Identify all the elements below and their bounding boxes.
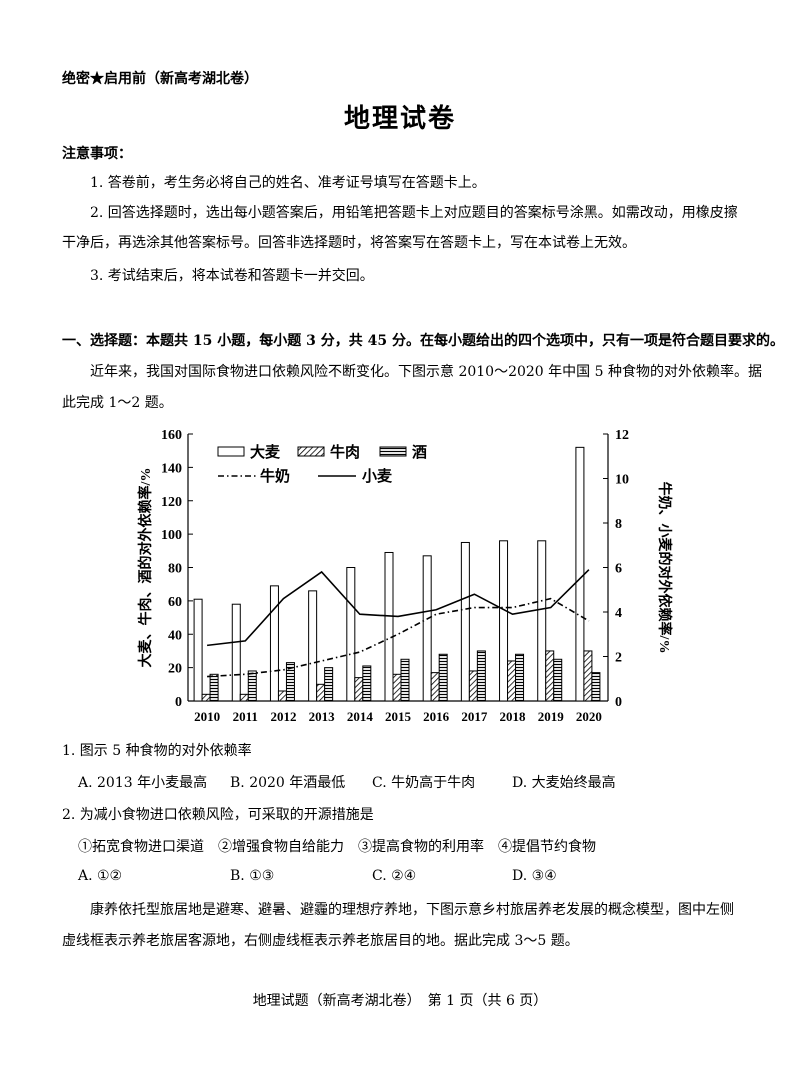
bar-beef (583, 650, 593, 702)
bar-barley (384, 551, 394, 702)
right-tick-label: 10 (615, 473, 629, 488)
bar-beef (507, 660, 517, 702)
q1-option-d: D. 大麦始终最高 (512, 775, 616, 791)
right-tick-label: 2 (615, 651, 622, 666)
question-2-stem: 2. 为减小食物进口依赖风险，可采取的开源措施是 (62, 807, 374, 823)
legend-label: 牛奶 (260, 467, 290, 485)
legend-swatch (217, 446, 245, 457)
left-tick-label: 100 (161, 528, 182, 543)
x-tick-label: 2020 (576, 709, 602, 724)
left-tick-label: 80 (168, 562, 182, 577)
section-heading: 一、选择题：本题共 15 小题，每小题 3 分，共 45 分。在每小题给出的四个… (62, 333, 784, 349)
bar-beef (316, 683, 326, 702)
notice-item-1: 1. 答卷前，考生务必将自己的姓名、准考证号填写在答题卡上。 (90, 175, 486, 191)
bar-wine (438, 653, 448, 702)
bar-beef (545, 650, 555, 702)
left-tick-label: 140 (161, 461, 182, 476)
x-tick-label: 2013 (309, 709, 336, 724)
q1-option-a: A. 2013 年小麦最高 (78, 775, 208, 791)
bar-wine (400, 658, 410, 702)
bar-barley (308, 590, 318, 702)
bar-beef (239, 693, 249, 702)
bar-beef (354, 677, 364, 702)
dependency-chart: 0 20 40 60 80 100 120 140 160 0 2 4 6 8 10 12 2010 2011 20… (137, 428, 673, 724)
right-tick-label: 8 (615, 517, 622, 532)
bar-beef (392, 673, 402, 702)
bar-wine (209, 673, 219, 702)
bar-barley (269, 585, 279, 702)
x-tick-label: 2016 (423, 709, 450, 724)
q2-measures: ①拓宽食物进口渠道 ②增强食物自给能力 ③提高食物的利用率 ④提倡节约食物 (78, 839, 596, 855)
x-tick-label: 2014 (347, 709, 374, 724)
notice-item-3: 3. 考试结束后，将本试卷和答题卡一并交回。 (90, 268, 374, 284)
x-tick-label: 2011 (233, 709, 258, 724)
right-axis-title: 牛奶、小麦的对外依赖率/% (656, 482, 673, 654)
bar-wine (591, 672, 601, 702)
left-tick-label: 160 (161, 428, 182, 443)
x-tick-label: 2010 (194, 709, 220, 724)
x-tick-label: 2015 (385, 709, 412, 724)
legend-swatch (297, 446, 325, 457)
x-tick-label: 2017 (461, 709, 488, 724)
page-title: 地理试卷 (343, 104, 456, 134)
confidential-header: 绝密★启用前（新高考湖北卷） (62, 71, 258, 87)
q1-option-c: C. 牛奶高于牛肉 (372, 775, 476, 791)
passage-text: 康养依托型旅居地是避寒、避暑、避霾的理想疗养地，下图示意乡村旅居养老发展的概念模… (90, 902, 734, 918)
x-tick-label: 2018 (500, 709, 526, 724)
right-tick-label: 12 (615, 428, 629, 443)
bar-wine (553, 658, 563, 702)
bar-beef (201, 693, 211, 702)
left-axis-title: 大麦、牛肉、酒的对外依赖率/% (137, 468, 154, 668)
legend-label: 酒 (412, 444, 427, 461)
bar-beef (468, 670, 478, 702)
q1-option-b: B. 2020 年酒最低 (230, 775, 346, 791)
bar-barley (575, 446, 585, 702)
bar-barley (346, 567, 356, 702)
bar-barley (499, 540, 509, 702)
left-tick-label: 40 (168, 628, 182, 643)
intro-text: 近年来，我国对国际食物进口依赖风险不断变化。下图示意 2010～2020 年中国… (90, 364, 762, 380)
left-tick-label: 120 (161, 495, 182, 510)
notice-item-2-cont: 干净后，再选涂其他答案标号。回答非选择题时，将答案写在答题卡上，写在本试卷上无效… (62, 235, 636, 251)
bar-barley (537, 540, 547, 702)
question-1-stem: 1. 图示 5 种食物的对外依赖率 (62, 743, 252, 759)
x-tick-label: 2019 (538, 709, 565, 724)
bar-wine (362, 665, 372, 702)
legend-label: 小麦 (362, 467, 393, 485)
x-tick-label: 2012 (270, 709, 296, 724)
bar-barley (460, 541, 470, 702)
q2-option-c: C. ②④ (372, 868, 417, 884)
left-tick-label: 0 (175, 695, 182, 710)
bar-barley (193, 598, 203, 702)
bar-beef (430, 672, 440, 702)
bar-wine (324, 667, 334, 702)
q2-option-a: A. ①② (78, 868, 123, 884)
bar-wine (515, 653, 525, 702)
notice-item-2: 2. 回答选择题时，选出每小题答案后，用铅笔把答题卡上对应题目的答案标号涂黑。如… (90, 205, 738, 221)
left-tick-label: 20 (168, 662, 182, 677)
intro-text-cont: 此完成 1～2 题。 (62, 395, 173, 411)
right-tick-label: 4 (615, 606, 622, 621)
page-footer: 地理试题（新高考湖北卷） 第 1 页（共 6 页） (252, 993, 548, 1009)
legend-swatch (379, 446, 407, 457)
bar-wine (247, 670, 257, 702)
q2-option-d: D. ③④ (512, 868, 557, 884)
bar-barley (422, 555, 432, 702)
legend-label: 牛肉 (330, 443, 360, 461)
notice-heading: 注意事项： (62, 146, 132, 162)
bar-beef (277, 690, 287, 702)
passage-text-cont: 虚线框表示养老旅居客源地，右侧虚线框表示养老旅居目的地。据此完成 3～5 题。 (62, 933, 579, 949)
bar-wine (285, 662, 295, 702)
legend-label: 大麦 (250, 443, 281, 461)
right-tick-label: 6 (615, 562, 622, 577)
left-tick-label: 60 (168, 595, 182, 610)
milk-line (207, 597, 590, 678)
q2-option-b: B. ①③ (230, 868, 275, 884)
wheat-line (206, 569, 590, 647)
bar-wine (476, 650, 486, 702)
bar-barley (231, 603, 241, 702)
right-tick-label: 0 (615, 695, 622, 710)
